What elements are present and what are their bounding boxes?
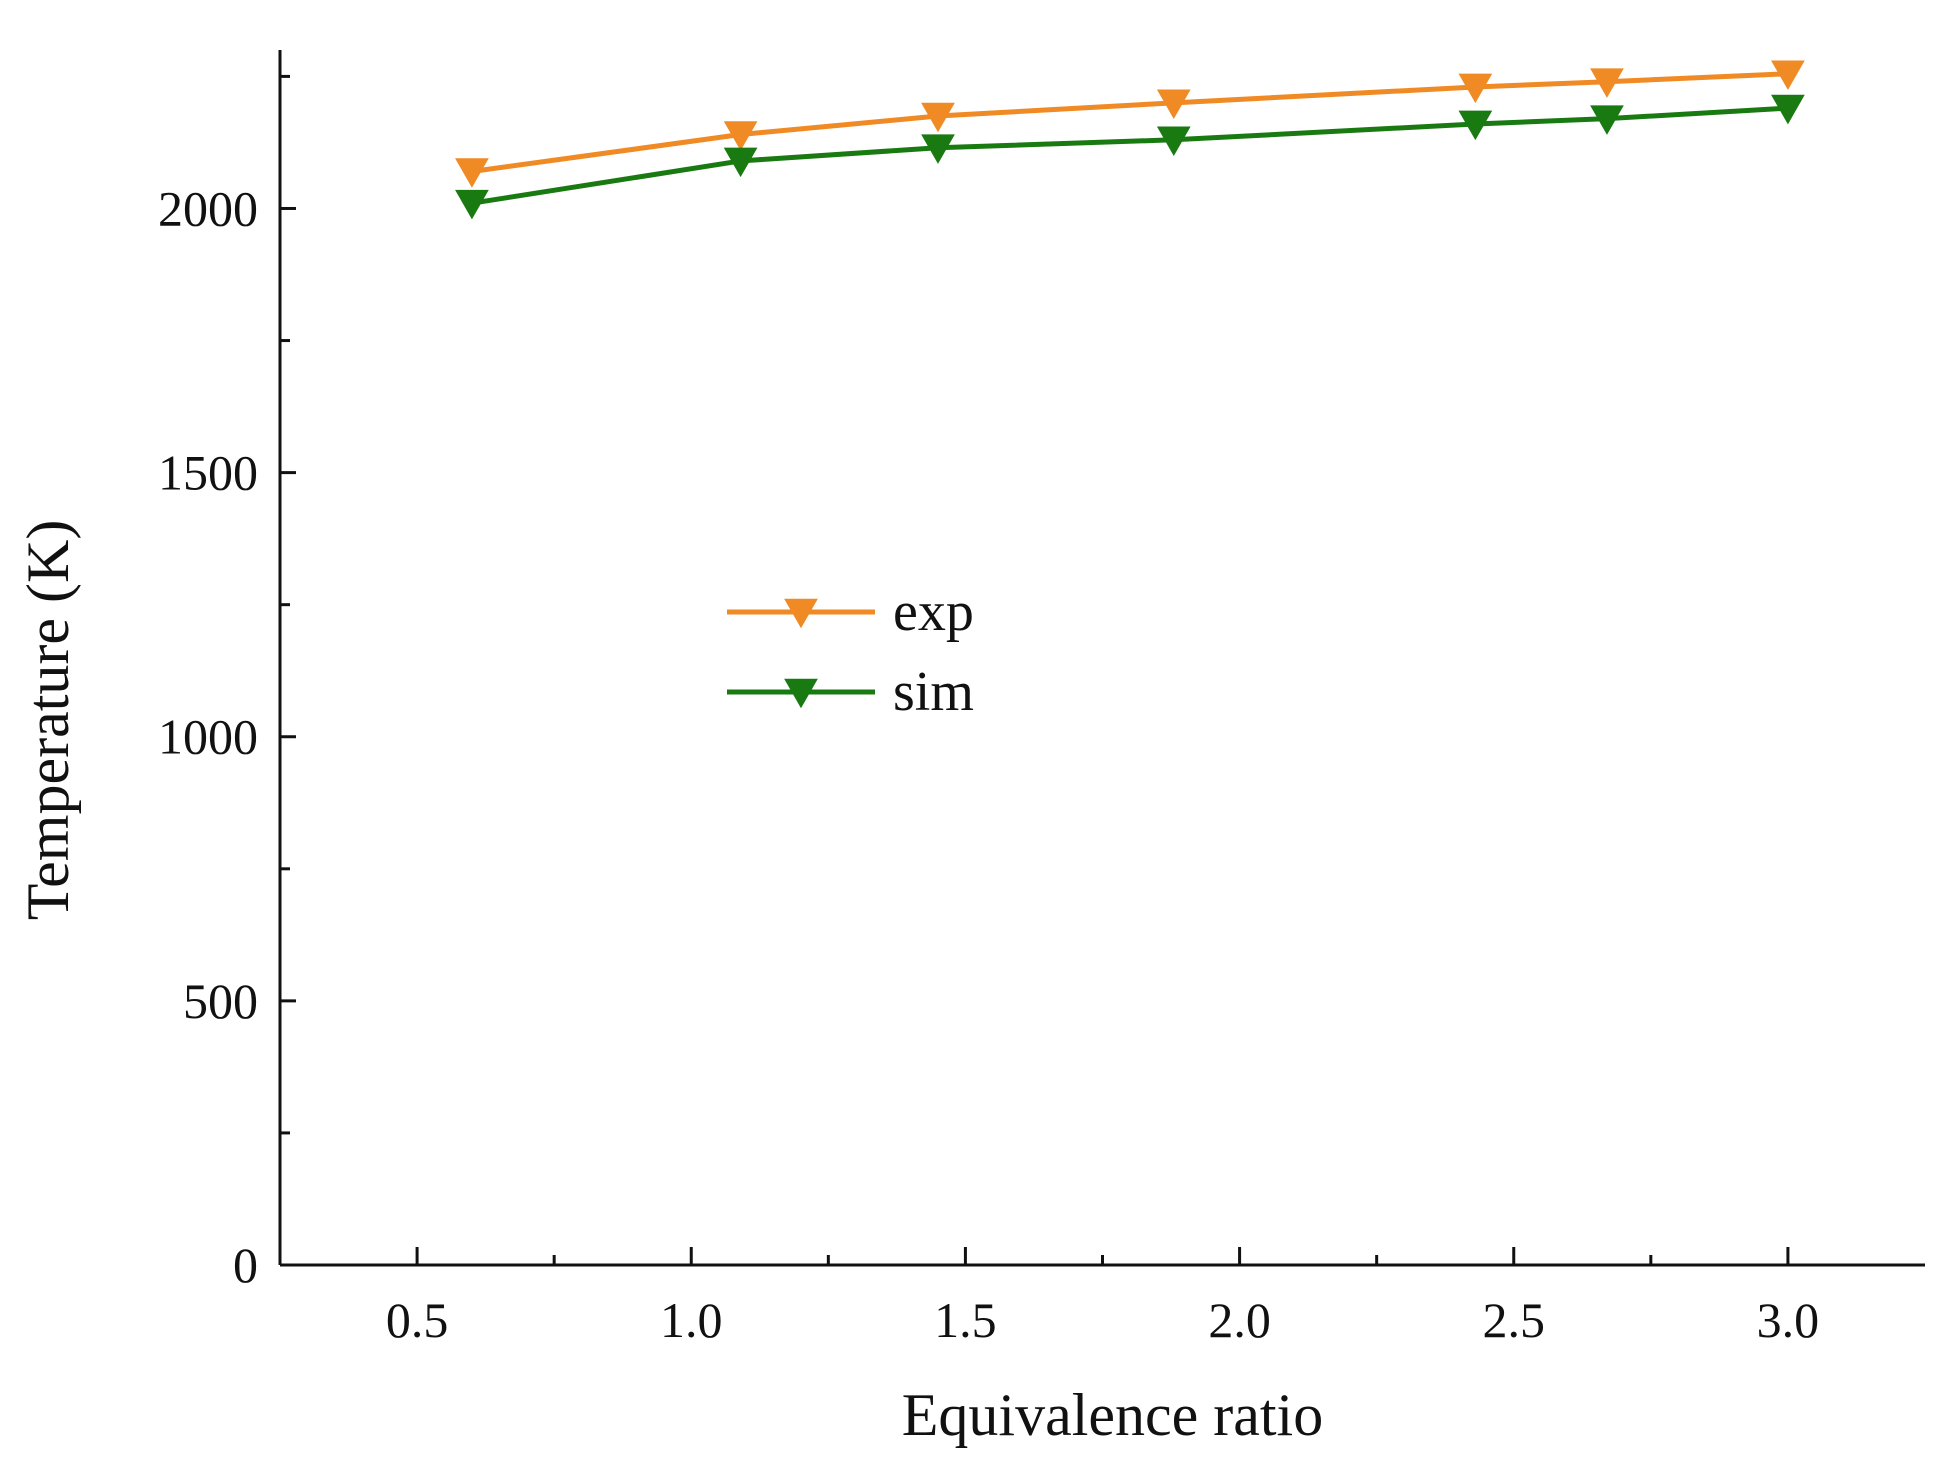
x-tick-label: 0.5 bbox=[386, 1292, 449, 1348]
x-axis-title: Equivalence ratio bbox=[902, 1382, 1323, 1448]
series-layer bbox=[455, 60, 1805, 220]
y-axis-title: Temperature (K) bbox=[15, 520, 81, 921]
data-point-exp bbox=[723, 121, 758, 151]
y-tick-label: 2000 bbox=[158, 180, 258, 236]
y-tick-label: 1500 bbox=[158, 445, 258, 501]
data-point-exp bbox=[1771, 60, 1805, 90]
data-point-exp bbox=[921, 102, 955, 133]
data-point-exp bbox=[455, 158, 489, 188]
legend-item-exp: exp bbox=[727, 581, 974, 643]
legend-label-exp: exp bbox=[893, 581, 974, 643]
data-point-sim bbox=[1590, 105, 1624, 135]
data-point-sim bbox=[921, 134, 955, 164]
y-tick-label: 1000 bbox=[158, 709, 258, 765]
series-sim bbox=[455, 94, 1805, 220]
legend-item-sim: sim bbox=[727, 661, 974, 723]
legend-marker-exp bbox=[784, 598, 818, 629]
data-point-sim bbox=[1156, 126, 1191, 157]
x-tick-label: 2.5 bbox=[1483, 1292, 1546, 1348]
data-point-exp bbox=[1156, 89, 1191, 120]
y-tick-label: 0 bbox=[233, 1237, 258, 1293]
data-point-sim bbox=[455, 189, 489, 220]
legend-label-sim: sim bbox=[893, 661, 974, 723]
x-tick-label: 3.0 bbox=[1757, 1292, 1820, 1348]
x-tick-label: 1.0 bbox=[660, 1292, 723, 1348]
legend: exp sim bbox=[727, 581, 974, 723]
series-exp bbox=[455, 60, 1805, 188]
data-point-exp bbox=[1458, 73, 1493, 104]
data-point-sim bbox=[1771, 94, 1805, 125]
x-tick-label: 1.5 bbox=[934, 1292, 997, 1348]
legend-marker-sim bbox=[784, 678, 818, 709]
data-point-sim bbox=[1458, 110, 1493, 141]
ticks: 0.5 1.0 1.5 2.0 2.5 3.0 0 500 1000 1500 2000 bbox=[158, 74, 1820, 1348]
y-tick-label: 500 bbox=[183, 973, 258, 1029]
data-point-exp bbox=[1590, 68, 1624, 98]
data-point-sim bbox=[723, 147, 758, 178]
x-tick-label: 2.0 bbox=[1208, 1292, 1271, 1348]
